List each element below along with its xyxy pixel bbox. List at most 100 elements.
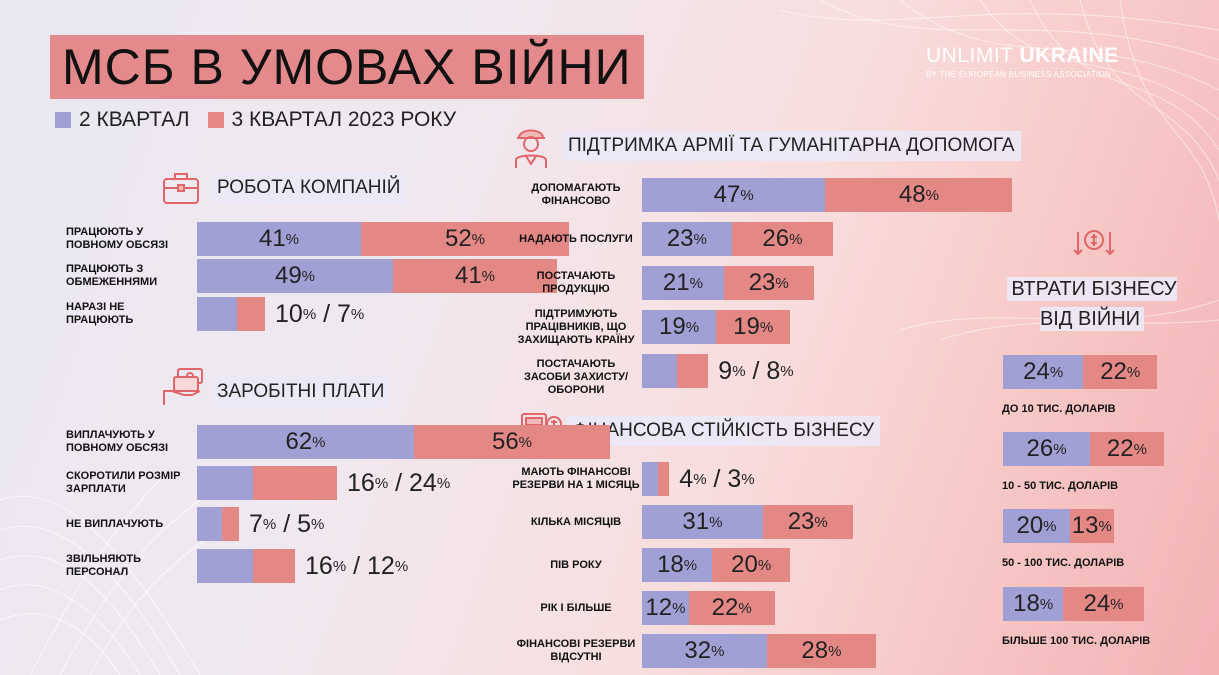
bar-q2: 41% [197,222,361,256]
bar-row: 32% 28% [642,634,876,668]
bar-q2: 12% [642,591,689,625]
bar-row [642,354,709,388]
page-title: МСБ В УМОВАХ ВІЙНИ [62,39,632,95]
section-title-army: ПІДТРИМКА АРМІЇ ТА ГУМАНІТАРНА ДОПОМОГА [562,131,1021,161]
value-number: 48 [898,181,926,208]
percent-sign: % [436,474,451,492]
money-loss-icon [1073,230,1115,256]
percent-sign: % [312,433,326,451]
bar-row: 21% 23% [642,266,814,300]
value-number: 52 [444,225,472,252]
value-number: 22 [1100,358,1127,385]
bar-q3: 22% [1090,432,1164,466]
bar-row [197,466,337,500]
value-number: 47 [713,181,741,208]
percent-sign: % [709,513,723,531]
value-number: 23 [666,225,694,252]
category-label: ЗВІЛЬНЯЮТЬ ПЕРСОНАЛ [66,553,142,578]
category-label: ПІВ РОКУ [550,558,602,571]
category-label: ПОСТАЧАЮТЬ ПРОДУКЦІЮ [536,270,616,295]
legend-swatch-q2 [55,112,71,128]
value-number: 19 [733,313,760,340]
value-pair-label: 16% / 24% [347,466,450,500]
category-label: РІК І БІЛЬШЕ [540,601,612,614]
value-separator: / [388,468,409,497]
percent-sign: % [311,515,325,533]
value-number: 22 [1106,435,1134,462]
percent-sign: % [738,599,752,617]
category-label: ПОСТАЧАЮТЬ ЗАСОБИ ЗАХИСТУ/ОБОРОНИ [523,358,629,396]
value-number: 8 [766,356,781,385]
percent-sign: % [518,433,533,451]
value-number: 28 [801,637,829,664]
category-label: МАЮТЬ ФІНАНСОВІ РЕЗЕРВИ НА 1 МІСЯЦЬ [512,466,640,491]
value-number: 41 [454,262,482,289]
bar-q3: 22% [688,591,775,625]
value-separator: / [316,299,337,328]
category-label: ПРАЦЮЮТЬ У ПОВНОМУ ОБСЯЗІ [66,226,169,251]
value-number: 18 [657,551,684,578]
value-number: 56 [491,428,519,455]
percent-sign: % [1043,517,1057,535]
percent-sign: % [685,318,700,336]
value-number: 22 [711,594,739,621]
percent-sign: % [759,318,774,336]
percent-sign: % [1110,595,1124,613]
page-title-box: МСБ В УМОВАХ ВІЙНИ [50,35,644,99]
section-title-losses: ВТРАТИ БІЗНЕСУ ВІД ВІЙНИ [1002,274,1182,334]
value-pair-label: 4% / 3% [679,462,754,496]
bar-row: 49% 41% [197,259,557,293]
bar-q3: 13% [1070,509,1114,543]
bar-q3: 41% [393,259,557,293]
soldier-icon [515,129,547,168]
bar-q3: 56% [414,425,610,459]
bar-q2 [642,462,658,496]
bar-q3: 48% [825,178,1013,212]
value-number: 12 [645,594,673,621]
bar-q3: 23% [723,266,814,300]
logo-brand-bold: UKRAINE [1019,44,1119,67]
value-number: 31 [682,508,710,535]
percent-sign: % [693,230,707,248]
value-number: 24 [409,468,437,497]
value-number: 62 [285,428,313,455]
bar-q3: 28% [766,634,876,668]
bar-row: 41% 52% [197,222,569,256]
value-number: 16 [305,551,333,580]
bar-q3: 22% [1083,355,1158,389]
category-label: КІЛЬКА МІСЯЦІВ [530,515,622,528]
category-label: ПРАЦЮЮТЬ З ОБМЕЖЕННЯМИ [66,263,158,288]
bar-row: 47% 48% [642,178,1013,212]
value-number: 7 [249,509,263,538]
percent-sign: % [332,557,347,575]
section-title-salaries: ЗАРОБІТНІ ПЛАТИ [211,377,391,407]
bar-q3 [221,507,239,541]
percent-sign: % [741,470,755,488]
percent-sign: % [740,186,754,204]
category-label: НЕ ВИПЛАЧУЮТЬ [66,517,164,530]
category-label: ДОПОМАГАЮТЬ ФІНАНСОВО [531,182,621,207]
value-number: 26 [762,225,790,252]
bar-row: 23% 26% [642,222,834,256]
bar-q3 [657,462,670,496]
percent-sign: % [689,274,703,292]
percent-sign: % [1133,440,1147,458]
value-number: 41 [258,225,286,252]
bar-q2 [197,507,222,541]
value-number: 5 [297,509,311,538]
value-number: 16 [347,468,375,497]
value-separator: / [276,509,298,538]
value-number: 3 [727,464,742,493]
percent-sign: % [394,557,409,575]
bar-row: 26% 22% [1003,432,1164,466]
percent-sign: % [828,642,842,660]
bar-row: 62% 56% [197,425,610,459]
bar-q2: 31% [642,505,763,539]
value-number: 24 [1083,590,1111,617]
percent-sign: % [780,362,794,380]
bar-q2: 26% [1003,432,1091,466]
category-label: 50 - 100 ТИС. ДОЛАРІВ [1002,557,1125,569]
value-number: 10 [275,299,303,328]
briefcase-icon [163,173,199,204]
category-label: НАДАЮТЬ ПОСЛУГИ [519,232,633,245]
